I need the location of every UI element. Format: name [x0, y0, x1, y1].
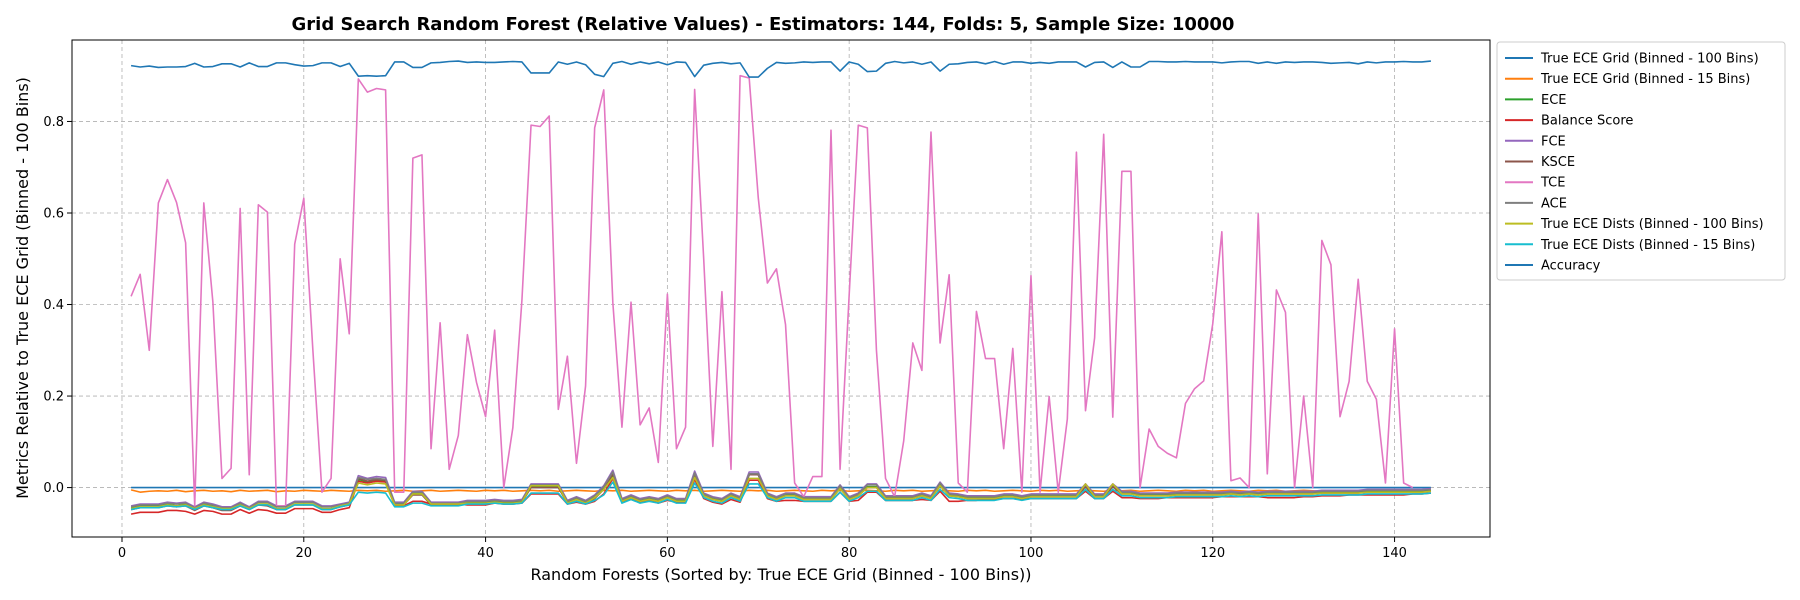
x-tick-label: 20 — [296, 546, 313, 561]
legend-label: True ECE Dists (Binned - 100 Bins) — [1540, 217, 1764, 232]
y-axis-ticks: 0.0 0.2 0.4 0.6 0.8 — [43, 115, 72, 496]
series-lines — [130, 60, 1432, 515]
chart-title: Grid Search Random Forest (Relative Valu… — [292, 14, 1235, 35]
x-tick-label: 120 — [1200, 546, 1225, 561]
x-axis-label: Random Forests (Sorted by: True ECE Grid… — [530, 565, 1031, 584]
series-line-accuracy — [130, 60, 1432, 78]
x-axis-ticks: 0 20 40 60 80 100 120 140 — [118, 537, 1407, 561]
legend-label: FCE — [1541, 134, 1566, 149]
series-line-ace — [130, 471, 1431, 509]
y-axis-label: Metrics Relative to True ECE Grid (Binne… — [13, 77, 32, 499]
y-tick-label: 0.6 — [43, 206, 64, 221]
series-line-fce — [130, 469, 1432, 508]
legend-label: Balance Score — [1541, 114, 1633, 129]
legend-label: True ECE Grid (Binned - 100 Bins) — [1540, 52, 1759, 67]
legend-label: Accuracy — [1541, 259, 1601, 274]
legend-box — [1496, 41, 1786, 281]
legend: True ECE Grid (Binned - 100 Bins) True EC… — [1496, 41, 1786, 281]
y-tick-label: 0.2 — [43, 390, 64, 405]
x-tick-label: 40 — [477, 546, 494, 561]
x-tick-label: 80 — [841, 546, 858, 561]
y-tick-label: 0.0 — [43, 481, 64, 496]
series-line-tce — [130, 74, 1414, 507]
x-tick-label: 0 — [118, 546, 126, 561]
series-line-true-ece-dists-binned-15-bins — [130, 481, 1431, 511]
legend-label: True ECE Dists (Binned - 15 Bins) — [1540, 238, 1755, 253]
x-tick-label: 140 — [1382, 546, 1407, 561]
x-tick-label: 60 — [659, 546, 676, 561]
series-line-true-ece-dists-binned-100-bins — [130, 476, 1431, 510]
legend-label: KSCE — [1541, 155, 1575, 170]
legend-label: ECE — [1541, 93, 1567, 108]
legend-label: ACE — [1541, 196, 1567, 211]
plot-area — [71, 39, 1491, 538]
y-tick-label: 0.4 — [43, 298, 64, 313]
y-tick-label: 0.8 — [43, 115, 64, 130]
x-tick-label: 100 — [1019, 546, 1044, 561]
legend-label: TCE — [1540, 176, 1565, 191]
series-line-true-ece-grid-binned-15-bins — [130, 489, 1431, 493]
legend-label: True ECE Grid (Binned - 15 Bins) — [1540, 72, 1750, 87]
